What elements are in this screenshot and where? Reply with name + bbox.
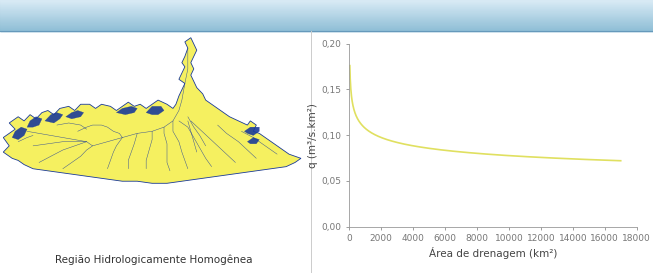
Bar [0,1,653,2]
Polygon shape [247,138,259,144]
Polygon shape [116,106,137,115]
Bar [0,0,653,1]
Polygon shape [146,106,164,115]
Bar [0,23,653,24]
Bar [0,3,653,4]
Bar [0,20,653,21]
Bar [0,14,653,15]
Polygon shape [3,38,301,183]
Bar [0,8,653,9]
Bar [0,6,653,7]
Y-axis label: q (m³/s.km²): q (m³/s.km²) [308,103,317,168]
Polygon shape [45,112,63,123]
Bar [0,5,653,6]
Bar [0,15,653,16]
Bar [0,12,653,13]
Bar [0,21,653,22]
Bar [0,26,653,27]
Bar [0,4,653,5]
Polygon shape [244,127,259,135]
Bar [0,16,653,17]
Bar [0,13,653,14]
Bar [0,29,653,30]
Bar [0,30,653,31]
Bar [0,28,653,29]
Bar [0,2,653,3]
Bar [0,25,653,26]
Polygon shape [27,117,42,127]
X-axis label: Área de drenagem (km²): Área de drenagem (km²) [429,247,557,259]
Bar [0,24,653,25]
Bar [0,17,653,18]
Bar [0,27,653,28]
Bar [0,22,653,23]
Bar [0,18,653,19]
Polygon shape [12,127,27,140]
Text: Região Hidrologicamente Homogênea: Região Hidrologicamente Homogênea [55,254,252,265]
Bar [0,19,653,20]
Bar [0,11,653,12]
Bar [0,7,653,8]
Polygon shape [66,111,84,119]
Bar [0,9,653,10]
Bar [0,10,653,11]
